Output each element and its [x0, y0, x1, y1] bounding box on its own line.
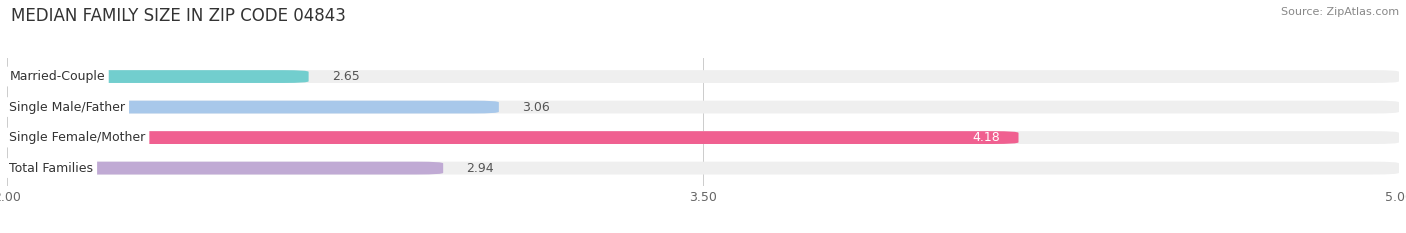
Text: Source: ZipAtlas.com: Source: ZipAtlas.com	[1281, 7, 1399, 17]
Text: Single Female/Mother: Single Female/Mother	[10, 131, 146, 144]
Text: 3.06: 3.06	[522, 101, 550, 113]
Text: 2.94: 2.94	[467, 162, 494, 175]
Text: Total Families: Total Families	[10, 162, 93, 175]
FancyBboxPatch shape	[7, 131, 1018, 144]
FancyBboxPatch shape	[7, 70, 1399, 83]
FancyBboxPatch shape	[7, 70, 308, 83]
Text: Married-Couple: Married-Couple	[10, 70, 105, 83]
Text: MEDIAN FAMILY SIZE IN ZIP CODE 04843: MEDIAN FAMILY SIZE IN ZIP CODE 04843	[11, 7, 346, 25]
FancyBboxPatch shape	[7, 101, 499, 113]
Text: 2.65: 2.65	[332, 70, 360, 83]
Text: Single Male/Father: Single Male/Father	[10, 101, 125, 113]
FancyBboxPatch shape	[7, 131, 1399, 144]
FancyBboxPatch shape	[7, 162, 443, 175]
FancyBboxPatch shape	[7, 162, 1399, 175]
Text: 4.18: 4.18	[972, 131, 1000, 144]
FancyBboxPatch shape	[7, 101, 1399, 113]
